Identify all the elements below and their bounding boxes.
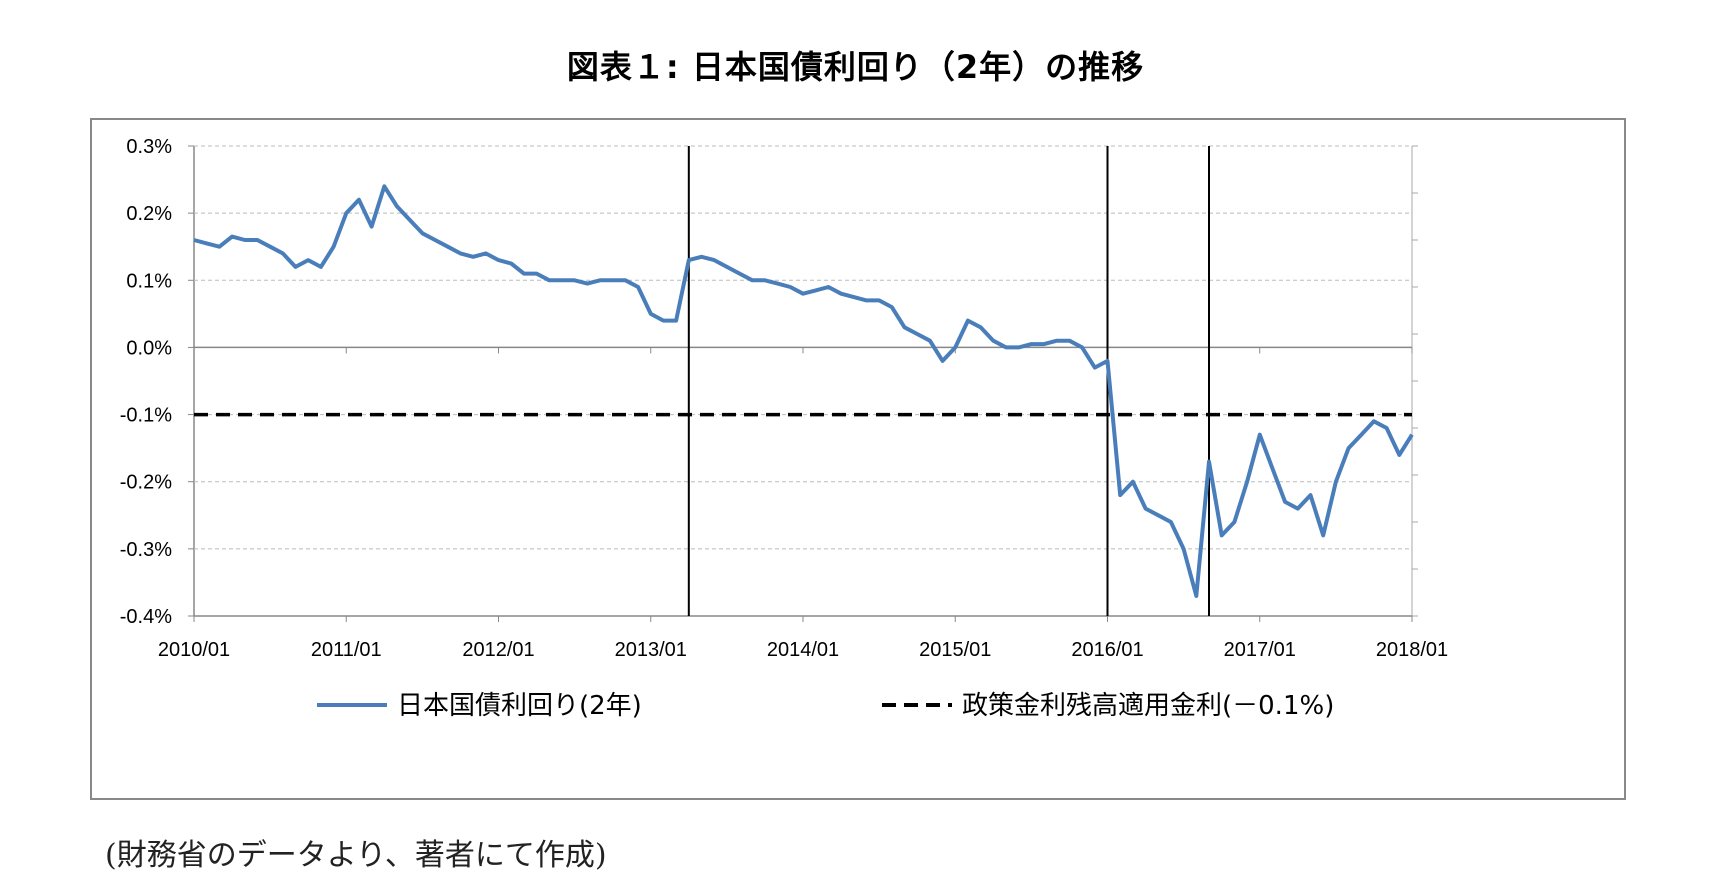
series-line-jgb-yield xyxy=(193,184,1414,598)
legend-label-jgb-yield: 日本国債利回り(2年) xyxy=(397,691,642,721)
x-axis-ticks: 2010/01 2011/01 2012/01 2013/01 2014/01 2015/… xyxy=(158,639,1448,661)
x-tick-label: 2012/01 xyxy=(462,639,534,661)
x-tick-label: 2011/01 xyxy=(311,639,382,661)
x-tick-label: 2013/01 xyxy=(615,639,687,661)
legend-label-policy-rate: 政策金利残高適用金利(－0.1%) xyxy=(962,691,1334,721)
x-tick-label: 2018/01 xyxy=(1376,639,1448,661)
series-layer xyxy=(193,184,1414,598)
x-tick-label: 2014/01 xyxy=(767,639,839,661)
x-tick-label: 2016/01 xyxy=(1071,639,1143,661)
x-tick-label: 2010/01 xyxy=(158,639,230,661)
x-tick-label: 2015/01 xyxy=(919,639,991,661)
legend: 日本国債利回り(2年) 政策金利残高適用金利(－0.1%) xyxy=(317,691,1334,721)
vertical-markers xyxy=(687,146,1210,616)
chart-svg: 0.3% 0.2% 0.1% 0.0% -0.1% -0.2% -0.3% -0.4% 201… xyxy=(120,136,1448,721)
y-tick-label: 0.1% xyxy=(126,270,172,292)
y-axis-ticks: 0.3% 0.2% 0.1% 0.0% -0.1% -0.2% -0.3% -0.4% xyxy=(120,136,172,628)
y-tick-label: -0.4% xyxy=(120,606,172,628)
x-tick-label: 2017/01 xyxy=(1224,639,1296,661)
chart-title: 図表１: 日本国債利回り（2年）の推移 xyxy=(566,48,1145,86)
y-tick-label: 0.2% xyxy=(126,203,172,225)
y-tick-label: -0.2% xyxy=(120,472,172,494)
y-tick-label: 0.3% xyxy=(126,136,172,158)
source-note: (財務省のデータより、著者にて作成) xyxy=(105,838,607,873)
y-tick-label: 0.0% xyxy=(126,337,172,359)
y-tick-label: -0.3% xyxy=(120,539,172,561)
y-tick-label: -0.1% xyxy=(120,405,172,427)
chart-frame: 0.3% 0.2% 0.1% 0.0% -0.1% -0.2% -0.3% -0.4% 201… xyxy=(90,118,1626,800)
